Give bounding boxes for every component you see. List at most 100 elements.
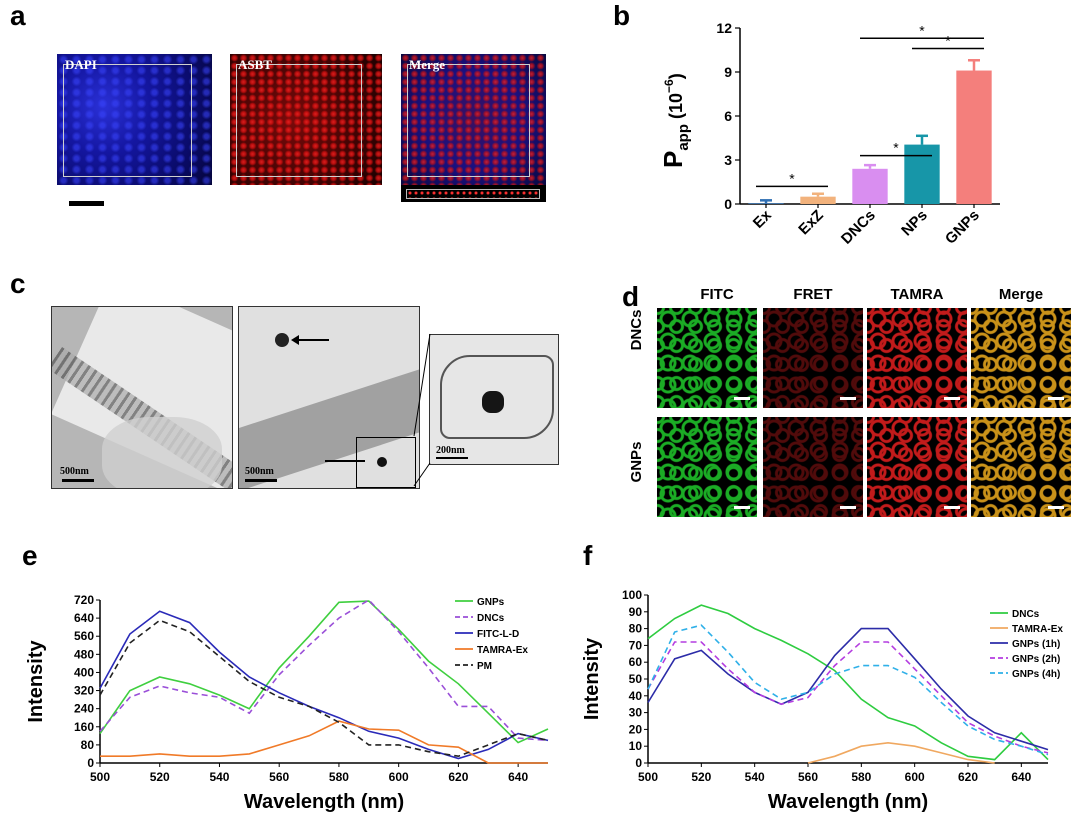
b-bar-Ex	[748, 203, 784, 204]
e-y-tick-label: 320	[74, 684, 94, 698]
e-legend-label: GNPs	[477, 597, 505, 608]
b-y-axis-label-part: app	[675, 124, 692, 151]
e-y-tick-label: 560	[74, 629, 94, 643]
tem-scale-2: 500nm	[245, 466, 274, 477]
e-x-tick-label: 540	[209, 770, 229, 784]
e-y-tick-label: 720	[74, 593, 94, 607]
f-y-tick-label: 90	[629, 605, 643, 619]
f-y-tick-label: 50	[629, 672, 643, 686]
b-y-axis-label-part: −6	[662, 79, 676, 93]
f-series-dncs	[647, 604, 1049, 761]
f-x-axis-label: Wavelength (nm)	[768, 791, 928, 813]
col-header-tamra: TAMRA	[890, 286, 944, 303]
f-y-tick-label: 20	[629, 722, 643, 736]
e-y-tick-label: 80	[81, 738, 95, 752]
tem-inset: 200nm	[429, 334, 559, 465]
f-series-tamra-ex	[807, 741, 995, 764]
fluor-cell-gnps-fret	[763, 417, 863, 517]
b-significance-star: *	[945, 33, 951, 49]
e-series-dncs	[99, 598, 549, 742]
tem-zoom-connectors	[413, 333, 431, 487]
panel-a-scale-bar	[69, 201, 104, 206]
f-legend-label: GNPs (4h)	[1012, 669, 1060, 680]
panel-label-d: d	[622, 281, 640, 312]
e-legend-label: DNCs	[477, 613, 505, 624]
dapi-image: DAPI	[57, 54, 212, 185]
e-series-pm	[99, 619, 549, 758]
fluor-cell-dncs-merge	[971, 308, 1071, 408]
e-y-tick-label: 240	[74, 702, 94, 716]
f-y-tick-label: 30	[629, 706, 643, 720]
asbt-image: ASBT	[230, 54, 382, 185]
e-legend-label: PM	[477, 661, 492, 672]
b-y-tick-label: 12	[716, 20, 732, 36]
asbt-title: ASBT	[238, 57, 272, 72]
b-y-axis-label-part: )	[666, 73, 686, 79]
col-header-fitc: FITC	[700, 286, 734, 303]
chart-e: 0 80 160 240 320 400 480 560 640 720 500 520 540 560 5…	[25, 593, 549, 813]
e-y-axis-label: Intensity	[25, 640, 47, 723]
e-series-tamra-ex	[100, 720, 548, 764]
e-y-tick-label: 160	[74, 720, 94, 734]
f-y-tick-label: 0	[635, 756, 642, 770]
b-bar-ExZ	[800, 196, 836, 204]
tem-scale-1: 500nm	[60, 466, 89, 477]
f-x-tick-label: 520	[691, 770, 711, 784]
dapi-title: DAPI	[65, 57, 97, 72]
panel-label-f: f	[583, 540, 593, 571]
f-legend-label: GNPs (2h)	[1012, 654, 1060, 665]
fluor-cell-dncs-fret	[763, 308, 863, 408]
f-y-axis-label: Intensity	[581, 637, 603, 720]
b-significance-star: *	[893, 140, 899, 156]
e-x-axis-label: Wavelength (nm)	[244, 791, 404, 813]
f-y-tick-label: 70	[629, 638, 643, 652]
f-x-tick-label: 560	[798, 770, 818, 784]
b-significance-star: *	[789, 170, 795, 186]
e-x-tick-label: 520	[150, 770, 170, 784]
b-bar-GNPs	[956, 70, 992, 205]
e-series-fitc-l-d	[99, 610, 549, 760]
f-x-tick-label: 620	[958, 770, 978, 784]
f-series-gnps-2h-	[647, 641, 1049, 754]
e-x-tick-label: 600	[389, 770, 409, 784]
e-x-tick-label: 500	[90, 770, 110, 784]
e-y-tick-label: 0	[87, 756, 94, 770]
b-y-axis-label-part: P	[658, 151, 688, 168]
f-legend-label: GNPs (1h)	[1012, 639, 1060, 650]
col-header-merge: Merge	[998, 286, 1044, 303]
b-y-axis-label-part: (10	[666, 93, 686, 124]
f-x-tick-label: 540	[745, 770, 765, 784]
e-legend-label: TAMRA-Ex	[477, 645, 528, 656]
fluor-cell-gnps-tamra	[867, 417, 967, 517]
e-x-tick-label: 640	[508, 770, 528, 784]
f-series-gnps-1h-	[647, 627, 1049, 751]
panel-label-a: a	[10, 0, 26, 31]
e-x-tick-label: 560	[269, 770, 289, 784]
tem-image-1: 500nm	[51, 306, 233, 489]
b-y-tick-label: 9	[724, 64, 732, 80]
b-bar-NPs	[904, 144, 940, 204]
merge-side-view	[401, 185, 546, 202]
b-y-tick-label: 0	[724, 196, 732, 212]
fluor-cell-dncs-tamra	[867, 308, 967, 408]
panel-label-c: c	[10, 268, 26, 299]
merge-title: Merge	[409, 57, 446, 72]
f-legend-label: DNCs	[1012, 609, 1040, 620]
fluor-cell-dncs-fitc	[657, 308, 757, 408]
e-x-tick-label: 580	[329, 770, 349, 784]
b-x-tick-label: DNCs	[838, 207, 879, 246]
f-x-tick-label: 500	[638, 770, 658, 784]
f-y-tick-label: 10	[629, 739, 643, 753]
f-x-tick-label: 600	[905, 770, 925, 784]
b-x-tick-label: ExZ	[795, 207, 826, 238]
panel-label-e: e	[22, 540, 38, 571]
b-y-tick-label: 3	[724, 152, 732, 168]
e-y-tick-label: 640	[74, 611, 94, 625]
e-legend-label: FITC-L-D	[477, 629, 519, 640]
b-x-tick-label: Ex	[750, 206, 775, 231]
fluor-cell-gnps-fitc	[657, 417, 757, 517]
tem-scale-3: 200nm	[436, 445, 465, 456]
e-series-gnps	[99, 600, 549, 744]
f-series-gnps-4h-	[647, 624, 1049, 756]
f-y-tick-label: 40	[629, 689, 643, 703]
